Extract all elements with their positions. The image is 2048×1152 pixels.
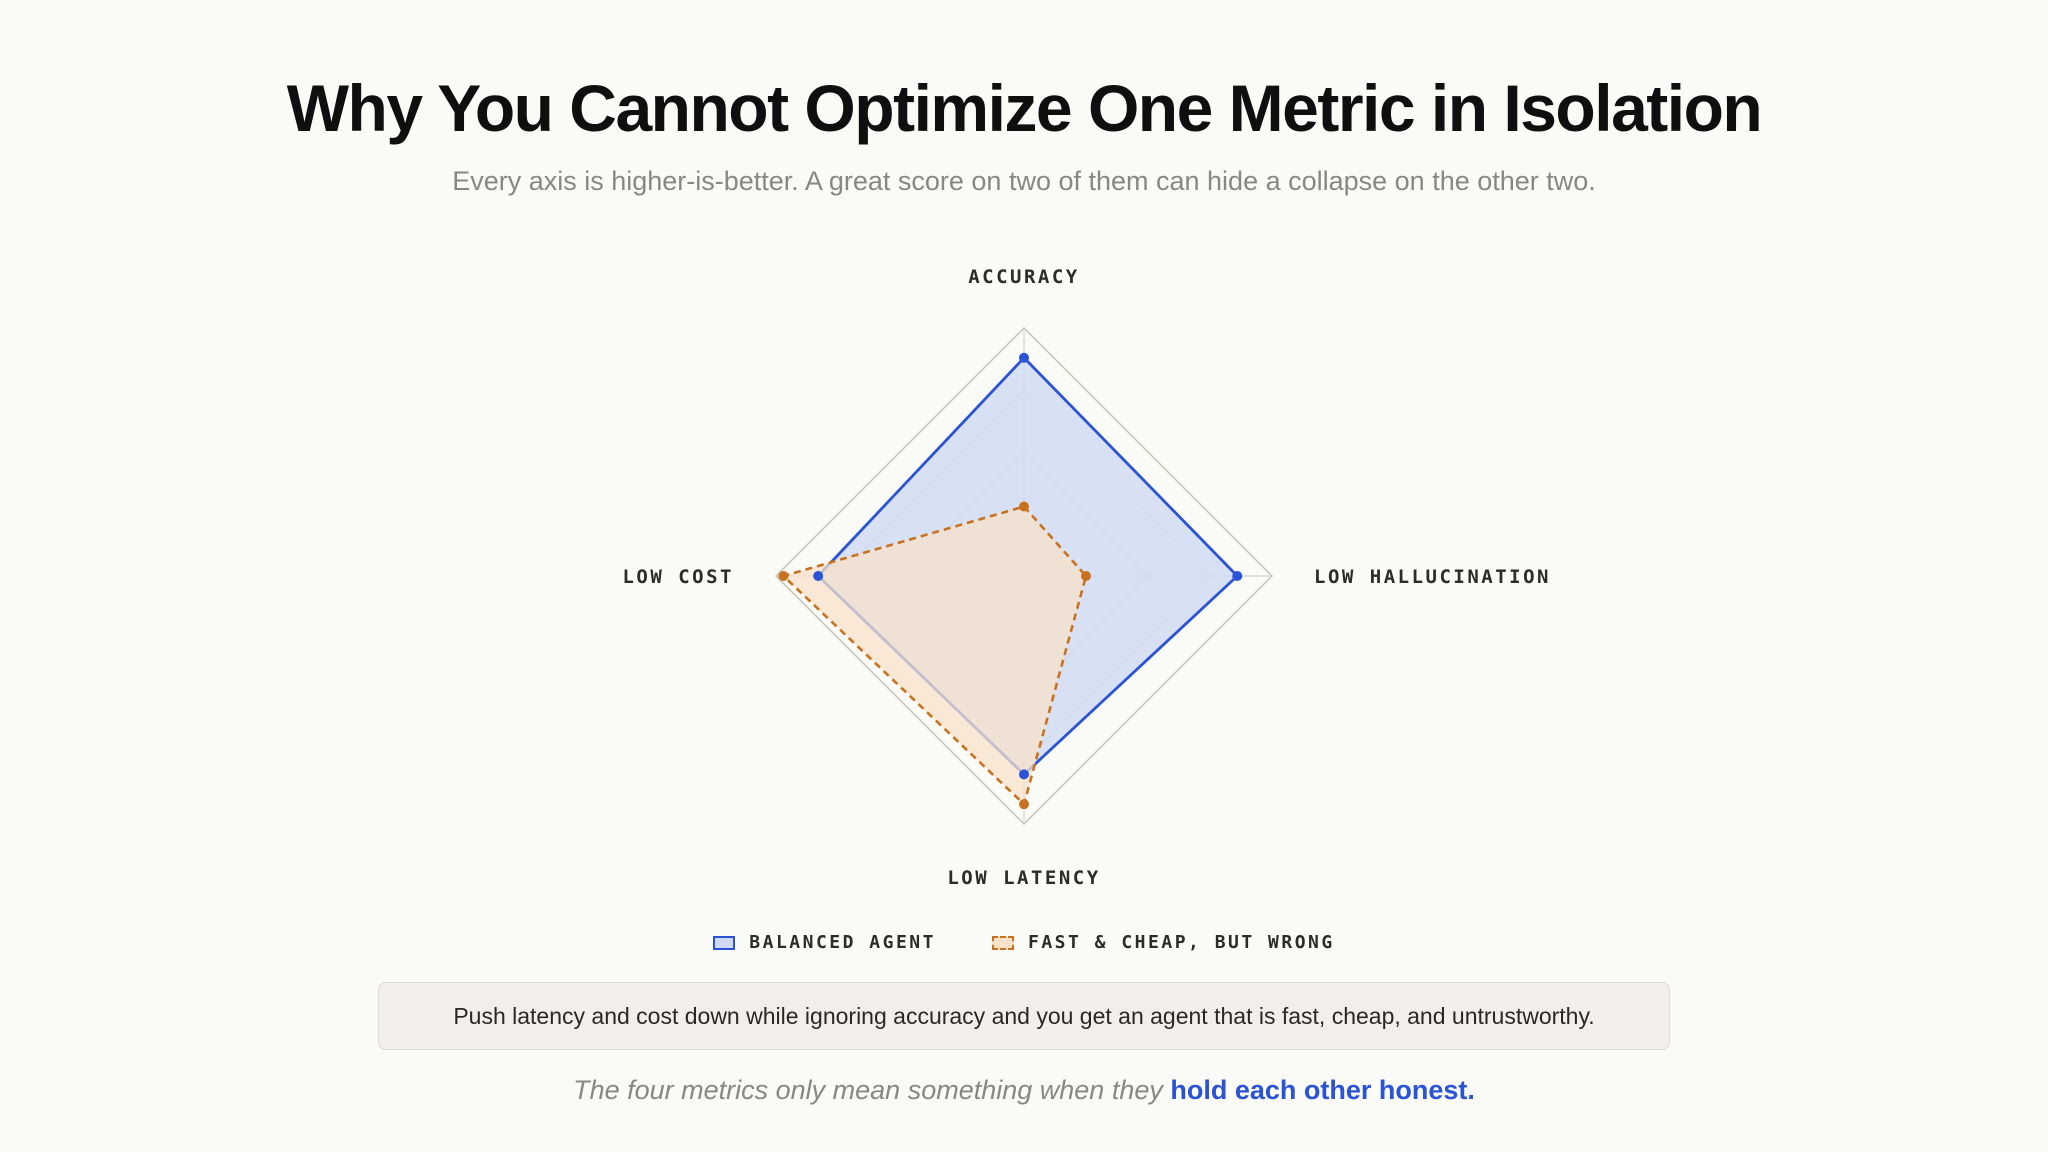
legend-label-fast-cheap: FAST & CHEAP, BUT WRONG <box>1027 932 1335 953</box>
legend-item-balanced: BALANCED AGENT <box>713 932 936 953</box>
series-2-point-3 <box>1019 799 1029 810</box>
legend-swatch-balanced <box>713 935 736 950</box>
callout-text: Push latency and cost down while ignorin… <box>453 1002 1595 1029</box>
series-2-point-2 <box>1081 571 1091 581</box>
chart-legend: BALANCED AGENT FAST & CHEAP, BUT WRONG <box>0 932 2048 953</box>
legend-label-balanced: BALANCED AGENT <box>749 932 936 953</box>
series-1-point-3 <box>1019 769 1029 780</box>
legend-swatch-fast-cheap <box>991 935 1014 950</box>
axis-label-1: ACCURACY <box>968 266 1080 288</box>
axis-label-4: LOW COST <box>622 566 734 588</box>
series-2-point-1 <box>1019 501 1029 512</box>
axis-label-3: LOW LATENCY <box>947 867 1100 889</box>
callout-box: Push latency and cost down while ignorin… <box>378 982 1670 1050</box>
legend-item-fast-cheap: FAST & CHEAP, BUT WRONG <box>991 932 1335 953</box>
footer-note: The four metrics only mean something whe… <box>0 1075 2048 1106</box>
page-subtitle: Every axis is higher-is-better. A great … <box>452 166 1596 196</box>
footer-text: The four metrics only mean something whe… <box>573 1075 1171 1105</box>
page-title: Why You Cannot Optimize One Metric in Is… <box>286 71 1763 145</box>
radar-chart: ACCURACY LOW HALLUCINATION LOW LATENCY LOW … <box>622 266 1551 889</box>
series-1-point-1 <box>1019 352 1029 363</box>
footer-emphasis: hold each other honest. <box>1170 1075 1475 1105</box>
series-1-point-2 <box>1232 571 1243 581</box>
axis-label-2: LOW HALLUCINATION <box>1314 566 1551 588</box>
series-2-point-4 <box>778 571 789 581</box>
series-1-point-4 <box>813 571 824 581</box>
